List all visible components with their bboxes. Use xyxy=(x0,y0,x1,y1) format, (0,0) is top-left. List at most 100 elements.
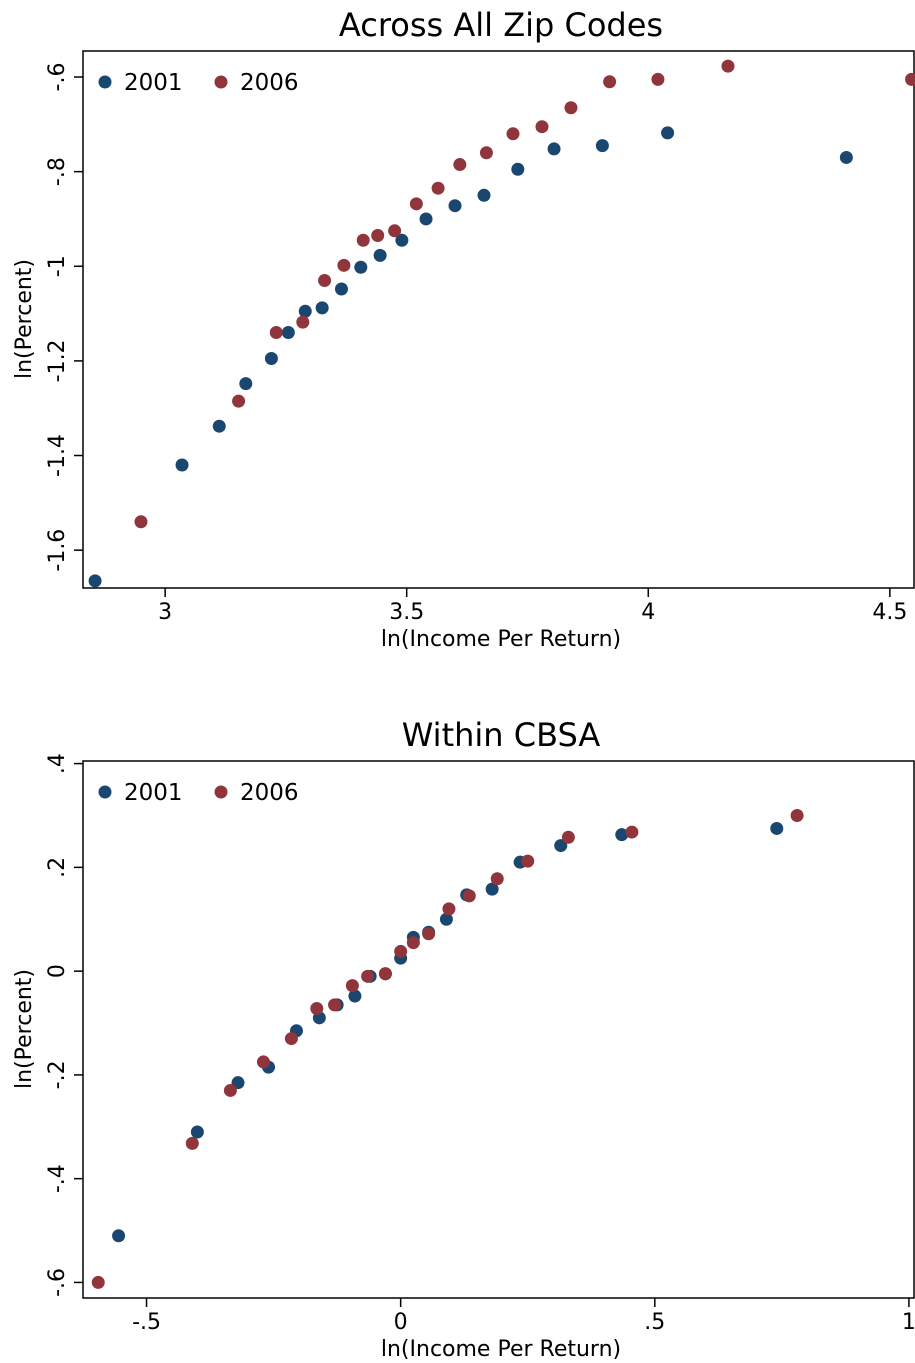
legend-label-2006: 2006 xyxy=(240,780,299,806)
point-2006 xyxy=(453,158,467,172)
point-2006 xyxy=(490,872,504,886)
point-2006 xyxy=(442,902,456,916)
legend-label-2001: 2001 xyxy=(124,780,183,806)
x-tick-label: 4.5 xyxy=(872,600,907,625)
point-2001 xyxy=(348,989,362,1003)
axis-ticks: 3 3.5 4 4.5 -1.6 -1.4 -1.2 -1 -.8 -.6 xyxy=(45,63,907,625)
data-points xyxy=(91,808,804,1289)
y-tick-label: -1 xyxy=(45,255,70,277)
plot-area xyxy=(82,50,915,589)
legend: 2001 2006 xyxy=(98,780,299,806)
point-2006 xyxy=(371,229,385,243)
legend-marker-2001 xyxy=(98,785,112,799)
chart-title: Across All Zip Codes xyxy=(339,6,663,44)
chart-across-all-zip-codes: Across All Zip Codes 3 3.5 4 4.5 -1.6 -1.4 -1.… xyxy=(12,6,915,652)
y-axis-label: ln(Percent) xyxy=(12,969,37,1089)
point-2006 xyxy=(356,233,370,247)
data-points xyxy=(88,59,915,588)
point-2006 xyxy=(345,979,359,993)
point-2006 xyxy=(296,315,310,329)
point-2001 xyxy=(770,821,784,835)
point-2006 xyxy=(284,1032,298,1046)
x-tick-label: 3.5 xyxy=(389,600,424,625)
point-2006 xyxy=(185,1136,199,1150)
point-2001 xyxy=(281,326,295,340)
point-2001 xyxy=(298,304,312,318)
point-2006 xyxy=(223,1083,237,1097)
point-2006 xyxy=(394,944,408,958)
point-2006 xyxy=(651,72,665,86)
point-2006 xyxy=(409,197,423,211)
point-2006 xyxy=(361,969,375,983)
point-2001 xyxy=(554,839,568,853)
point-2001 xyxy=(175,458,189,472)
point-2001 xyxy=(419,212,433,226)
y-tick-label: -.6 xyxy=(45,1268,70,1297)
point-2006 xyxy=(328,998,342,1012)
legend-marker-2001 xyxy=(98,75,112,89)
point-2001 xyxy=(595,139,609,153)
point-2006 xyxy=(721,59,735,73)
x-tick-label: 0 xyxy=(394,1310,408,1335)
legend-label-2001: 2001 xyxy=(124,70,183,96)
point-2006 xyxy=(422,927,436,941)
point-2006 xyxy=(269,326,283,340)
point-2001 xyxy=(661,126,675,140)
legend: 2001 2006 xyxy=(98,70,299,96)
x-tick-label: 1 xyxy=(902,1310,915,1335)
legend-label-2006: 2006 xyxy=(240,70,299,96)
point-2006 xyxy=(91,1275,105,1289)
point-2001 xyxy=(485,882,499,896)
point-2006 xyxy=(310,1001,324,1015)
point-2001 xyxy=(439,912,453,926)
point-2006 xyxy=(905,72,915,86)
x-tick-label: 3 xyxy=(158,600,172,625)
y-axis-label: ln(Percent) xyxy=(12,259,37,379)
point-2001 xyxy=(477,188,491,202)
point-2006 xyxy=(790,808,804,822)
point-2006 xyxy=(388,224,402,238)
point-2001 xyxy=(112,1229,126,1243)
point-2006 xyxy=(378,967,392,981)
point-2001 xyxy=(190,1125,204,1139)
point-2006 xyxy=(603,75,617,89)
x-axis-label: ln(Income Per Return) xyxy=(381,627,621,652)
point-2001 xyxy=(373,248,387,262)
point-2006 xyxy=(134,515,148,529)
y-tick-label: .2 xyxy=(45,857,70,878)
point-2001 xyxy=(315,301,329,315)
point-2006 xyxy=(256,1055,270,1069)
chart-within-cbsa: Within CBSA -.5 0 .5 1 -.6 -.4 -.2 0 .2 .4 ln(Inc… xyxy=(12,716,915,1362)
x-tick-label: 4 xyxy=(641,600,655,625)
x-tick-label: .5 xyxy=(644,1310,665,1335)
point-2006 xyxy=(479,146,493,160)
y-tick-label: -1.2 xyxy=(45,339,70,382)
plot-area xyxy=(82,760,915,1299)
point-2001 xyxy=(354,260,368,274)
point-2006 xyxy=(406,936,420,950)
y-tick-label: 0 xyxy=(45,964,70,978)
point-2006 xyxy=(462,889,476,903)
y-tick-label: -.6 xyxy=(45,63,70,92)
y-tick-label: -1.4 xyxy=(45,434,70,477)
legend-marker-2006 xyxy=(214,785,228,799)
point-2001 xyxy=(88,574,102,588)
point-2006 xyxy=(506,127,520,141)
point-2001 xyxy=(239,377,253,391)
point-2001 xyxy=(839,150,853,164)
point-2006 xyxy=(431,181,445,195)
point-2001 xyxy=(334,282,348,296)
point-2001 xyxy=(212,419,226,433)
axis-ticks: -.5 0 .5 1 -.6 -.4 -.2 0 .2 .4 xyxy=(45,753,915,1335)
point-2001 xyxy=(448,199,462,213)
y-tick-label: -.2 xyxy=(45,1060,70,1089)
point-2001 xyxy=(264,352,278,366)
chart-title: Within CBSA xyxy=(402,716,601,754)
point-2006 xyxy=(564,101,578,115)
point-2001 xyxy=(395,233,409,247)
y-tick-label: -.4 xyxy=(45,1164,70,1193)
point-2001 xyxy=(547,142,561,156)
legend-marker-2006 xyxy=(214,75,228,89)
point-2001 xyxy=(615,828,629,842)
